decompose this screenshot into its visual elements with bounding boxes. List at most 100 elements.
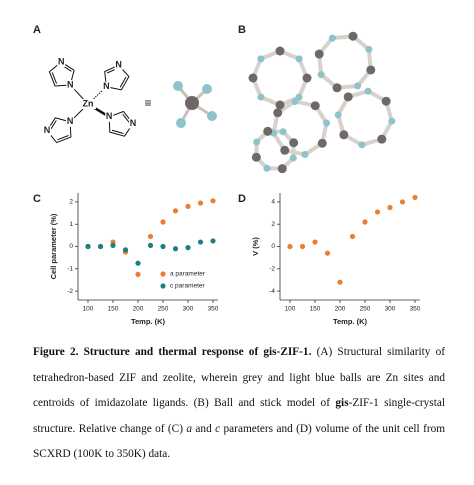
panel-label: A [33, 24, 41, 36]
atom-label: N [130, 118, 137, 128]
ligand-ball [257, 55, 265, 63]
data-point [399, 199, 406, 205]
atom-bg [114, 60, 123, 71]
x-tick-label: 350 [410, 306, 421, 313]
imidazole-ring [104, 64, 130, 91]
charts: -2 -1 0 1 2 100 150 200 250 300 350 Temp. (K) Cell p… [49, 193, 421, 326]
ligand-ball [176, 118, 186, 128]
ligand-ball [334, 111, 342, 119]
zn-ball [277, 164, 287, 174]
ligand-ball [289, 154, 297, 162]
caption-text: -ZIF-1 single-crystal structure. Relativ… [33, 397, 445, 435]
ligand-ball [207, 111, 217, 121]
zn-ball [263, 126, 273, 136]
ligand-ball [388, 117, 396, 125]
x-tick-label: 350 [208, 306, 219, 313]
caption-text: c [215, 422, 221, 435]
double-bond [51, 72, 58, 84]
x-axis-label: Temp. (K) [333, 317, 368, 326]
ligand-ball [295, 55, 303, 63]
ligand-ball [173, 81, 183, 91]
caption-text: parameters and (D) volume of the unit ce… [33, 422, 446, 461]
x-tick-label: 250 [360, 306, 371, 313]
data-point [135, 271, 141, 277]
zn-ball [381, 96, 391, 106]
data-point [185, 245, 191, 251]
atom-bg [66, 80, 75, 91]
x-tick-label: 100 [285, 306, 296, 313]
imidazole-ring [48, 61, 75, 87]
ligand-ball [202, 84, 212, 94]
atom-bg [128, 118, 137, 129]
atom-label: N [67, 116, 74, 126]
data-point [412, 194, 418, 201]
data-point [172, 208, 179, 214]
data-point [185, 203, 191, 209]
zn-ball [302, 73, 312, 83]
ligand-ball [291, 97, 299, 105]
zn-ball [339, 130, 349, 140]
panel-label: D [238, 193, 246, 205]
y-tick-label: -4 [269, 288, 275, 295]
x-axis-label: Temp. (K) [131, 317, 166, 326]
y-tick-label: -2 [67, 288, 73, 295]
ligand-ball [365, 45, 373, 53]
ligand-ball [358, 141, 366, 149]
data-point [110, 242, 116, 248]
zn-ball [366, 65, 376, 75]
ligand-ball [328, 34, 336, 42]
data-point [147, 242, 154, 248]
caption-text: and [195, 422, 212, 435]
y-tick-label: 2 [271, 221, 275, 228]
data-point [197, 239, 204, 245]
chart: -2 -1 0 1 2 100 150 200 250 300 350 Temp. (K) Cell p… [49, 193, 219, 326]
atom-label: N [115, 60, 122, 70]
caption-heading: Figure 2. Structure and thermal response… [33, 346, 312, 358]
y-axis-label: V (%) [251, 237, 260, 256]
caption-text: a [186, 422, 193, 435]
double-bond [119, 76, 127, 88]
atom-bg [102, 81, 111, 92]
data-point [362, 219, 368, 225]
ligand-ball [253, 138, 261, 146]
caption-text: gis [335, 397, 349, 409]
zn-ball [273, 108, 283, 118]
data-point [210, 238, 216, 244]
ligand-ball [263, 164, 271, 172]
zn-ball [377, 134, 387, 144]
y-tick-label: 0 [271, 243, 275, 250]
atom-bg [80, 99, 96, 109]
x-tick-label: 300 [385, 306, 396, 313]
ligand-ball [323, 119, 331, 127]
data-point [97, 243, 104, 250]
atom-bg [43, 125, 52, 136]
y-tick-label: 0 [69, 243, 73, 250]
zn-ball [289, 138, 299, 148]
panel-label: B [238, 24, 246, 36]
atom-label: N [44, 125, 51, 135]
figure: A B C D N N N N N N N N Zn ≡ -2 -1 0 1 2 100 150 200 250 3… [33, 24, 421, 326]
double-bond [122, 113, 131, 124]
x-tick-label: 300 [183, 306, 194, 313]
double-bond [57, 135, 69, 141]
data-point [160, 243, 166, 250]
legend-label: a parameter [170, 271, 206, 278]
data-point [135, 260, 141, 266]
zn-ball [332, 83, 342, 93]
atom-bg [105, 111, 114, 122]
data-point [122, 247, 129, 253]
data-point [147, 233, 154, 240]
atom-bg [57, 57, 66, 68]
imidazole-ring [46, 117, 72, 144]
atom-label: Zn [83, 98, 94, 108]
atom-label: N [103, 81, 110, 91]
data-point [337, 279, 343, 285]
data-point [287, 243, 293, 250]
ligand-ball [364, 87, 372, 95]
zn-ball [317, 138, 327, 148]
data-point [312, 239, 318, 245]
double-bond [111, 129, 124, 134]
ligand-ball [279, 128, 287, 136]
zn-ball [248, 73, 258, 83]
y-tick-label: -2 [269, 266, 275, 273]
